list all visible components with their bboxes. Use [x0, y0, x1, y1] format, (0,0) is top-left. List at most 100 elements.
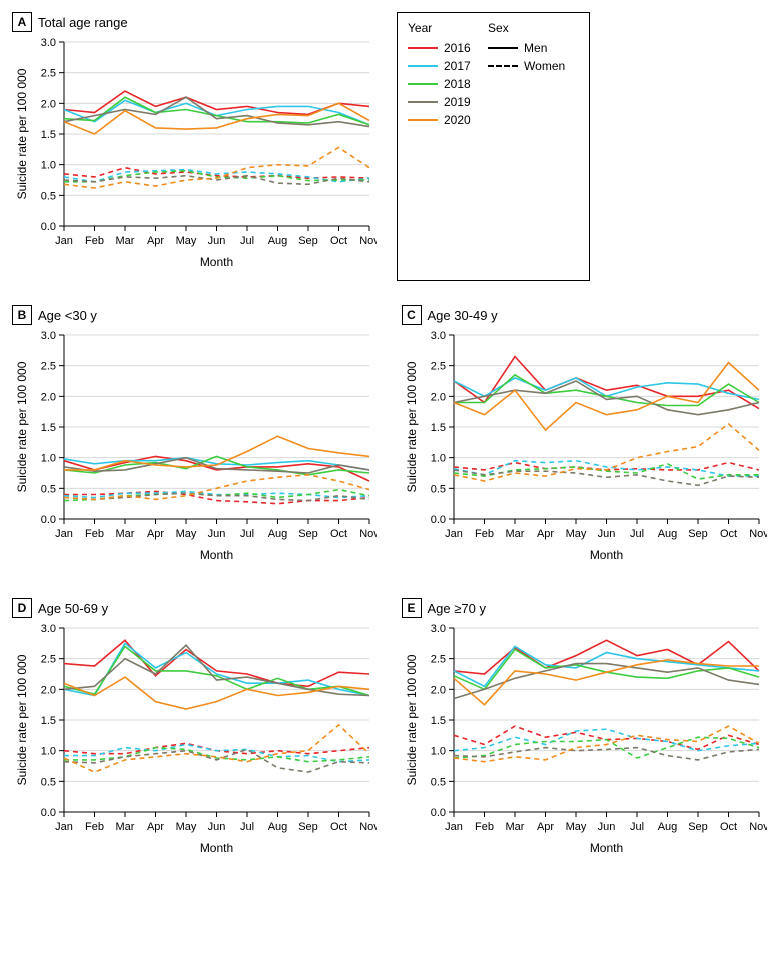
svg-text:Sep: Sep	[688, 528, 708, 540]
svg-text:Jun: Jun	[208, 528, 226, 540]
legend-year-row: 2017	[408, 57, 471, 75]
svg-text:Jun: Jun	[208, 821, 226, 833]
svg-text:3.0: 3.0	[430, 330, 445, 342]
panel-header: A Total age range	[12, 12, 377, 32]
svg-text:0.0: 0.0	[430, 514, 445, 526]
svg-text:May: May	[176, 821, 197, 833]
legend-swatch	[408, 65, 438, 67]
svg-text:Suicide rate per 100 000: Suicide rate per 100 000	[15, 68, 29, 199]
svg-text:Month: Month	[589, 548, 622, 562]
svg-text:Jan: Jan	[55, 235, 73, 247]
svg-text:1.0: 1.0	[430, 746, 445, 758]
svg-text:Apr: Apr	[147, 235, 164, 247]
svg-text:0.5: 0.5	[41, 776, 56, 788]
svg-text:Feb: Feb	[475, 528, 494, 540]
svg-text:Month: Month	[200, 548, 233, 562]
panel-letter: B	[12, 305, 32, 325]
svg-text:May: May	[565, 821, 586, 833]
svg-text:Mar: Mar	[116, 235, 135, 247]
svg-text:Nov: Nov	[359, 528, 377, 540]
svg-text:Jul: Jul	[629, 528, 643, 540]
svg-text:2.5: 2.5	[430, 361, 445, 373]
svg-text:May: May	[176, 235, 197, 247]
svg-text:Apr: Apr	[536, 528, 553, 540]
panel-letter: D	[12, 598, 32, 618]
legend: Year 20162017201820192020 Sex MenWomen	[397, 12, 590, 281]
svg-text:2.5: 2.5	[41, 68, 56, 80]
legend-sex-label: Women	[524, 57, 565, 75]
svg-text:Jan: Jan	[55, 528, 73, 540]
series-line	[454, 381, 759, 415]
panel-a-host: ATotal age range0.00.51.01.52.02.53.0Jan…	[12, 12, 377, 281]
panel-d-host: DAge 50-69 y0.00.51.01.52.02.53.0JanFebM…	[12, 598, 382, 867]
legend-year-label: 2019	[444, 93, 471, 111]
svg-text:0.5: 0.5	[41, 190, 56, 202]
svg-text:2.5: 2.5	[41, 361, 56, 373]
svg-text:3.0: 3.0	[41, 37, 56, 49]
svg-text:1.5: 1.5	[430, 715, 445, 727]
svg-text:Nov: Nov	[359, 235, 377, 247]
svg-text:2.0: 2.0	[41, 98, 56, 110]
legend-sex-row: Women	[488, 57, 565, 75]
svg-text:Month: Month	[589, 841, 622, 855]
svg-text:May: May	[176, 528, 197, 540]
svg-text:2.0: 2.0	[41, 684, 56, 696]
svg-text:Apr: Apr	[147, 528, 164, 540]
svg-text:Month: Month	[200, 255, 233, 269]
svg-text:Feb: Feb	[85, 235, 104, 247]
svg-text:Oct: Oct	[330, 821, 347, 833]
legend-year-label: 2020	[444, 111, 471, 129]
series-line	[64, 725, 369, 772]
svg-text:0.5: 0.5	[430, 483, 445, 495]
svg-text:Mar: Mar	[116, 528, 135, 540]
svg-text:1.5: 1.5	[41, 422, 56, 434]
svg-text:1.0: 1.0	[41, 746, 56, 758]
svg-text:Aug: Aug	[657, 821, 677, 833]
svg-text:Apr: Apr	[147, 821, 164, 833]
svg-text:Suicide rate per 100 000: Suicide rate per 100 000	[15, 654, 29, 785]
svg-text:0.0: 0.0	[430, 807, 445, 819]
svg-text:1.5: 1.5	[430, 422, 445, 434]
panel-header: CAge 30-49 y	[402, 305, 772, 325]
svg-text:Nov: Nov	[359, 821, 377, 833]
panel-header: E Age ≥70 y	[402, 598, 772, 618]
panel-header: D Age 50-69 y	[12, 598, 382, 618]
chart-svg: 0.00.51.01.52.02.53.0JanFebMarAprMayJunJ…	[402, 622, 767, 862]
series-line	[64, 677, 369, 709]
svg-text:May: May	[565, 528, 586, 540]
chart-panel: ATotal age range0.00.51.01.52.02.53.0Jan…	[12, 12, 377, 281]
legend-swatch	[408, 119, 438, 121]
svg-text:1.0: 1.0	[41, 453, 56, 465]
svg-text:Jan: Jan	[55, 821, 73, 833]
panel-title: Total age range	[38, 15, 128, 30]
legend-sex-title: Sex	[488, 19, 565, 37]
panel-title: Age <30 y	[38, 308, 97, 323]
legend-swatch	[408, 47, 438, 49]
svg-text:Mar: Mar	[116, 821, 135, 833]
svg-text:1.0: 1.0	[430, 453, 445, 465]
svg-text:3.0: 3.0	[41, 330, 56, 342]
panel-b-host: BAge <30 y0.00.51.01.52.02.53.0JanFebMar…	[12, 305, 382, 574]
chart-svg: 0.00.51.01.52.02.53.0JanFebMarAprMayJunJ…	[12, 36, 377, 276]
svg-text:Jul: Jul	[629, 821, 643, 833]
svg-text:Sep: Sep	[298, 821, 318, 833]
svg-text:Feb: Feb	[85, 821, 104, 833]
svg-text:Jul: Jul	[240, 235, 254, 247]
panel-letter: C	[402, 305, 422, 325]
svg-text:0.0: 0.0	[41, 221, 56, 233]
svg-text:Nov: Nov	[749, 821, 767, 833]
panel-letter: E	[402, 598, 422, 618]
svg-text:Sep: Sep	[688, 821, 708, 833]
legend-sex-label: Men	[524, 39, 547, 57]
panel-letter: A	[12, 12, 32, 32]
chart-panel: BAge <30 y0.00.51.01.52.02.53.0JanFebMar…	[12, 305, 382, 574]
svg-text:Sep: Sep	[298, 528, 318, 540]
panel-title: Age ≥70 y	[428, 601, 486, 616]
legend-swatch	[488, 65, 518, 67]
panel-title: Age 50-69 y	[38, 601, 108, 616]
svg-text:Oct: Oct	[330, 235, 347, 247]
chart-svg: 0.00.51.01.52.02.53.0JanFebMarAprMayJunJ…	[12, 329, 377, 569]
svg-text:2.0: 2.0	[430, 684, 445, 696]
svg-text:2.5: 2.5	[430, 654, 445, 666]
svg-text:2.5: 2.5	[41, 654, 56, 666]
